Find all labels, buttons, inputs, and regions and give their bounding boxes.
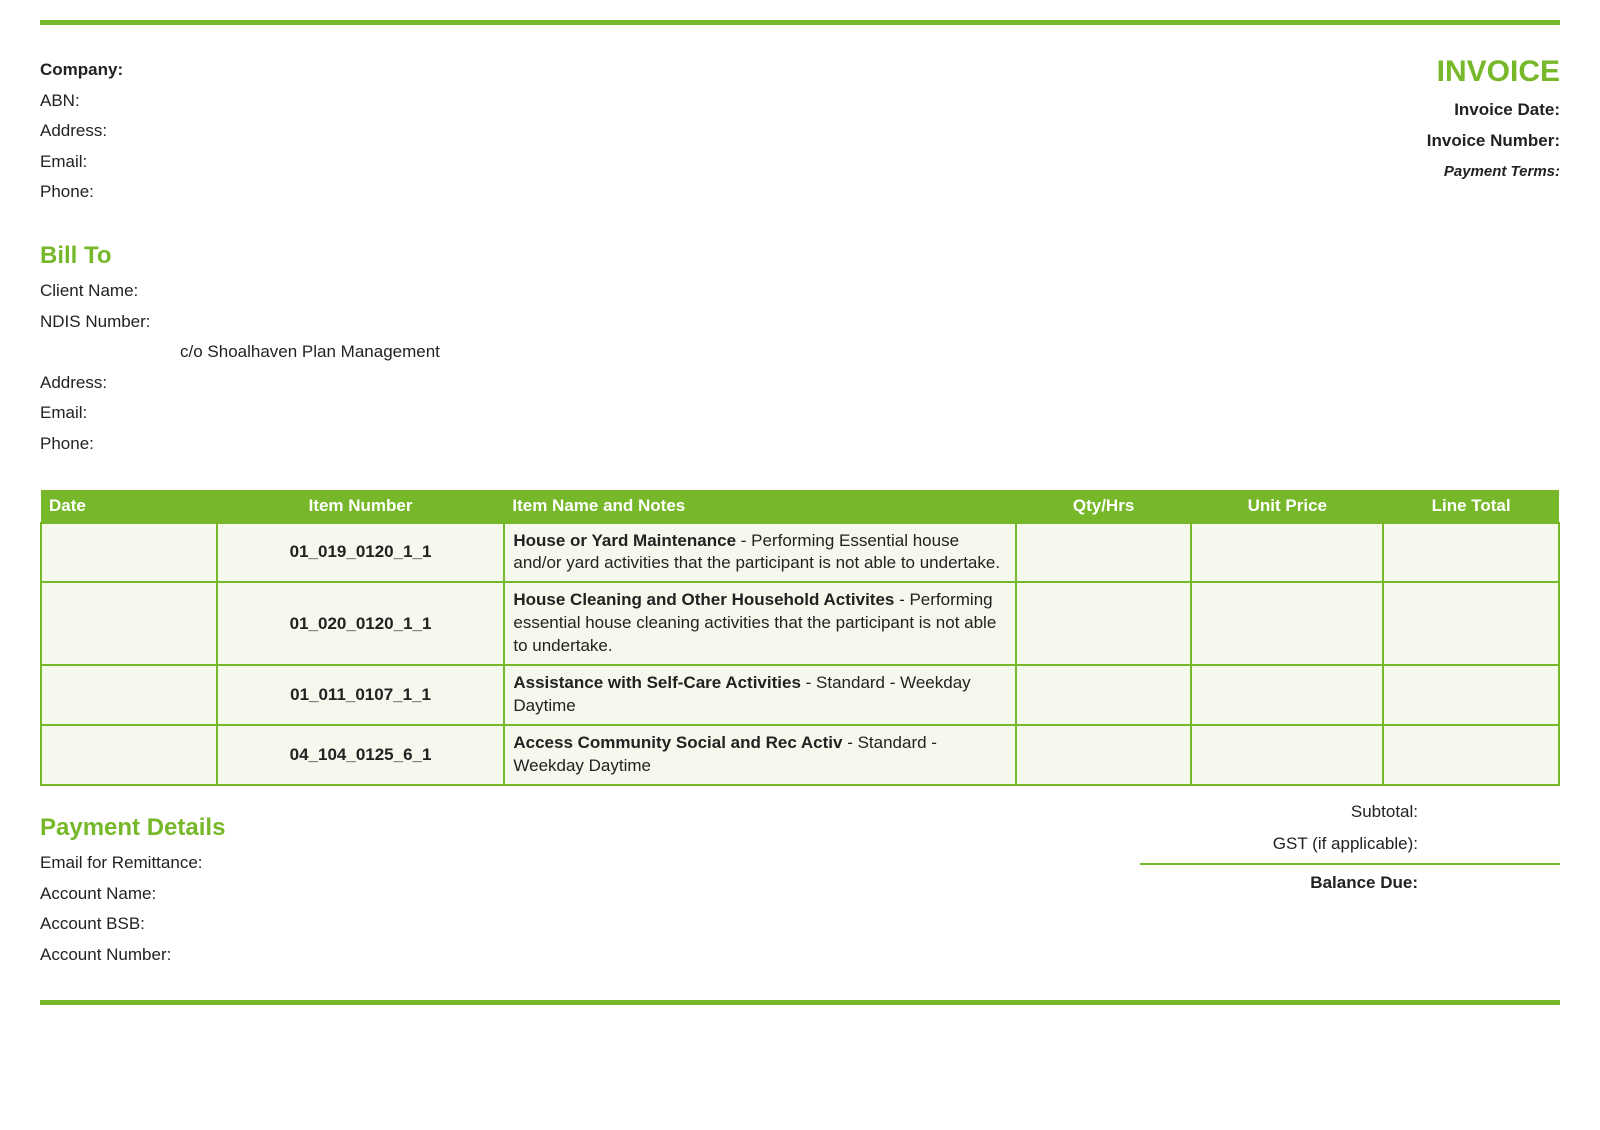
cell-total — [1383, 725, 1559, 785]
table-row: 04_104_0125_6_1Access Community Social a… — [41, 725, 1559, 785]
cell-unit — [1191, 725, 1383, 785]
cell-qty — [1016, 725, 1192, 785]
ndis-number-label: NDIS Number: — [40, 307, 1560, 338]
cell-date — [41, 523, 217, 583]
balance-label: Balance Due: — [1140, 867, 1430, 899]
cell-qty — [1016, 582, 1192, 665]
totals-separator — [1140, 863, 1560, 865]
top-accent-bar — [40, 20, 1560, 25]
col-qty: Qty/Hrs — [1016, 490, 1192, 523]
col-unit: Unit Price — [1191, 490, 1383, 523]
address-label: Address: — [40, 116, 123, 147]
cell-item-number: 01_019_0120_1_1 — [217, 523, 505, 583]
remit-label: Email for Remittance: — [40, 848, 225, 879]
cell-date — [41, 582, 217, 665]
gst-label: GST (if applicable): — [1140, 828, 1430, 860]
cell-item-number: 01_011_0107_1_1 — [217, 665, 505, 725]
cell-description: House Cleaning and Other Household Activ… — [504, 582, 1015, 665]
invoice-number-label: Invoice Number: — [1427, 131, 1560, 150]
invoice-meta: Invoice Date: Invoice Number: Payment Te… — [1427, 95, 1560, 187]
col-desc: Item Name and Notes — [504, 490, 1015, 523]
table-row: 01_020_0120_1_1House Cleaning and Other … — [41, 582, 1559, 665]
cell-item-number: 01_020_0120_1_1 — [217, 582, 505, 665]
client-name-label: Client Name: — [40, 276, 1560, 307]
cell-description: Access Community Social and Rec Activ - … — [504, 725, 1015, 785]
billto-address-label: Address: — [40, 368, 1560, 399]
email-label: Email: — [40, 147, 123, 178]
cell-description: House or Yard Maintenance - Performing E… — [504, 523, 1015, 583]
bsb-label: Account BSB: — [40, 909, 225, 940]
company-label: Company: — [40, 60, 123, 79]
invoice-header-right: INVOICE Invoice Date: Invoice Number: Pa… — [1427, 55, 1560, 208]
after-table-row: Payment Details Email for Remittance: Ac… — [40, 796, 1560, 970]
company-block: Company: ABN: Address: Email: Phone: — [40, 55, 123, 208]
cell-unit — [1191, 665, 1383, 725]
balance-value — [1430, 867, 1560, 899]
acct-name-label: Account Name: — [40, 879, 225, 910]
cell-unit — [1191, 523, 1383, 583]
acct-no-label: Account Number: — [40, 940, 225, 971]
cell-qty — [1016, 665, 1192, 725]
totals-block: Subtotal: GST (if applicable): Balance D… — [1140, 796, 1560, 899]
cell-total — [1383, 582, 1559, 665]
header-row: Company: ABN: Address: Email: Phone: INV… — [40, 55, 1560, 208]
invoice-title: INVOICE — [1427, 55, 1560, 89]
billto-block: Client Name: NDIS Number: c/o Shoalhaven… — [40, 276, 1560, 460]
co-line: c/o Shoalhaven Plan Management — [40, 337, 1560, 368]
abn-label: ABN: — [40, 86, 123, 117]
table-row: 01_019_0120_1_1House or Yard Maintenance… — [41, 523, 1559, 583]
table-header-row: Date Item Number Item Name and Notes Qty… — [41, 490, 1559, 523]
invoice-date-label: Invoice Date: — [1454, 100, 1560, 119]
table-row: 01_011_0107_1_1Assistance with Self-Care… — [41, 665, 1559, 725]
billto-title: Bill To — [40, 242, 1560, 270]
line-items-table: Date Item Number Item Name and Notes Qty… — [40, 490, 1560, 786]
subtotal-label: Subtotal: — [1140, 796, 1430, 828]
gst-value — [1430, 828, 1560, 860]
cell-qty — [1016, 523, 1192, 583]
cell-description: Assistance with Self-Care Activities - S… — [504, 665, 1015, 725]
billto-email-label: Email: — [40, 398, 1560, 429]
phone-label: Phone: — [40, 177, 123, 208]
bottom-accent-bar — [40, 1000, 1560, 1005]
cell-total — [1383, 523, 1559, 583]
col-item: Item Number — [217, 490, 505, 523]
col-date: Date — [41, 490, 217, 523]
payment-title: Payment Details — [40, 814, 225, 842]
cell-date — [41, 665, 217, 725]
cell-total — [1383, 665, 1559, 725]
payment-terms-label: Payment Terms: — [1444, 163, 1560, 180]
col-total: Line Total — [1383, 490, 1559, 523]
cell-date — [41, 725, 217, 785]
billto-phone-label: Phone: — [40, 429, 1560, 460]
cell-unit — [1191, 582, 1383, 665]
subtotal-value — [1430, 796, 1560, 828]
cell-item-number: 04_104_0125_6_1 — [217, 725, 505, 785]
payment-details-block: Payment Details Email for Remittance: Ac… — [40, 796, 225, 970]
